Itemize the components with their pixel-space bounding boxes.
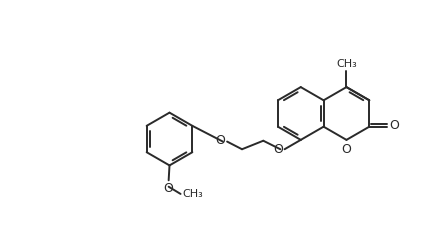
Text: O: O (163, 182, 173, 195)
Text: O: O (341, 143, 351, 156)
Text: O: O (215, 134, 225, 147)
Text: O: O (272, 143, 282, 156)
Text: CH₃: CH₃ (335, 59, 356, 69)
Text: O: O (388, 119, 398, 132)
Text: CH₃: CH₃ (182, 189, 202, 199)
